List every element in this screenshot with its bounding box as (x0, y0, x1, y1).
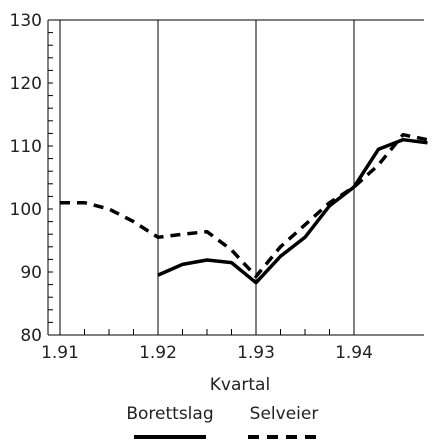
y-tick-label: 130 (10, 11, 42, 31)
y-tick-label: 100 (10, 200, 42, 220)
plot-area: 80 90 100 110 120 130 1.91 1.92 1.93 1.94 (10, 11, 428, 363)
legend-label-borettslag: Borettslag (126, 404, 213, 424)
y-minor-ticks (48, 32, 53, 323)
x-tick-label: 1.94 (335, 343, 373, 363)
series-line-borettslag (157, 137, 428, 285)
y-tick-label: 80 (20, 326, 42, 346)
x-axis-label: Kvartal (210, 375, 270, 395)
y-tick-label: 120 (10, 74, 42, 94)
y-tick-label: 90 (20, 263, 42, 283)
vertical-gridlines (59, 20, 355, 335)
series-layer (60, 132, 428, 285)
legend: Borettslag Selveier (126, 404, 320, 439)
y-tick-labels: 80 90 100 110 120 130 (10, 11, 42, 346)
legend-label-selveier: Selveier (250, 404, 319, 424)
x-tick-label: 1.92 (139, 343, 177, 363)
x-tick-label: 1.91 (41, 343, 79, 363)
x-tick-labels: 1.91 1.92 1.93 1.94 (41, 343, 373, 363)
x-tick-label: 1.93 (237, 343, 275, 363)
y-tick-label: 110 (10, 137, 42, 157)
x-minor-ticks (84, 329, 330, 335)
series-line-selveier (60, 132, 428, 279)
